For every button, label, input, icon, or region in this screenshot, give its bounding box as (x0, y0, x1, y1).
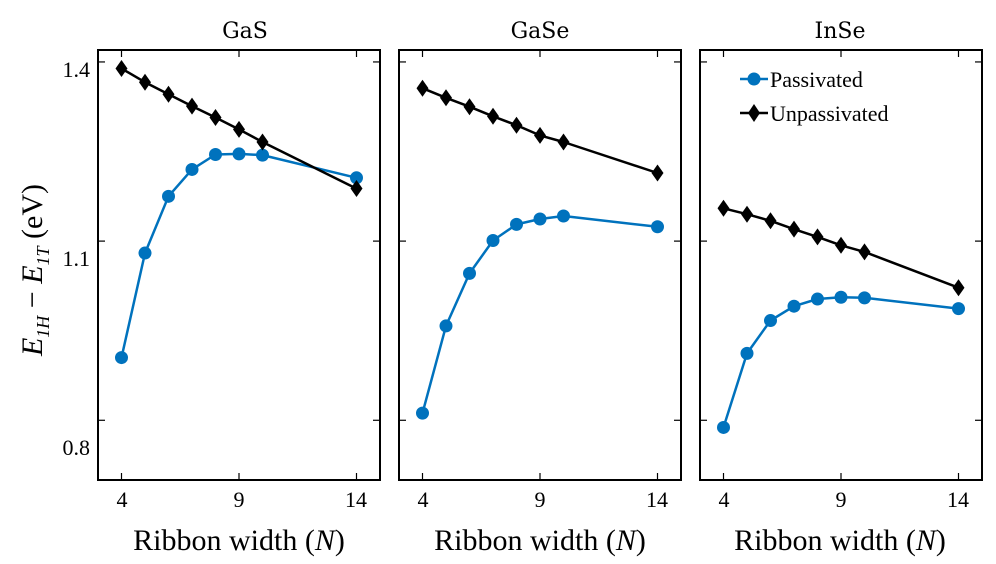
axes-box (398, 49, 682, 481)
data-point-passivated (232, 147, 246, 161)
x-tick-label: 14 (345, 487, 367, 512)
x-axis-label: Ribbon width (N) (734, 524, 946, 557)
data-point-unpassivated (209, 108, 222, 126)
legend-label-passivated: Passivated (770, 67, 863, 92)
y-tick-label: 1.1 (63, 246, 91, 271)
data-point-passivated (138, 246, 152, 260)
data-point-unpassivated (440, 89, 452, 107)
data-point-unpassivated (811, 228, 824, 246)
axes-box (97, 49, 381, 481)
data-point-passivated (952, 302, 965, 316)
data-point-passivated (858, 291, 871, 305)
axes-box (699, 49, 983, 481)
data-point-unpassivated (186, 97, 198, 115)
data-point-passivated (115, 351, 128, 365)
data-point-unpassivated (233, 120, 245, 138)
legend-label-unpassivated: Unpassivated (770, 101, 889, 126)
data-point-passivated (717, 420, 730, 434)
x-axis-label: Ribbon width (N) (133, 524, 345, 557)
data-point-passivated (463, 266, 476, 280)
data-point-unpassivated (717, 199, 730, 217)
data-point-unpassivated (952, 279, 965, 297)
y-tick-label: 1.4 (63, 57, 91, 82)
data-point-passivated (162, 189, 175, 203)
x-tick-label: 4 (719, 487, 730, 512)
panel-title: InSe (815, 19, 866, 44)
data-point-passivated (533, 212, 547, 226)
data-point-unpassivated (162, 85, 175, 103)
data-point-unpassivated (557, 133, 570, 151)
data-point-unpassivated (510, 116, 523, 134)
x-axis-label: Ribbon width (N) (434, 524, 646, 557)
legend-passivated-marker (747, 72, 761, 86)
plot-area (699, 49, 983, 481)
data-point-unpassivated (764, 212, 777, 230)
panel-gas: GaS 4 9 14 0.8 1.1 1.4 Ribbon width (N) (63, 19, 381, 557)
x-tick-label: 9 (234, 487, 245, 512)
y-tick-label: 0.8 (63, 435, 91, 460)
panel-title: GaSe (511, 19, 570, 44)
data-point-unpassivated (534, 126, 546, 144)
x-tick-labels: 4 9 14 (719, 487, 970, 512)
data-point-unpassivated (463, 98, 476, 116)
data-point-unpassivated (139, 73, 151, 91)
series-line-passivated (421, 214, 658, 414)
y-axis-label: E1H − E1T (eV) (16, 184, 53, 357)
panel-title: GaS (222, 19, 268, 44)
data-point-passivated (256, 148, 269, 162)
data-point-passivated (209, 148, 222, 162)
data-point-passivated (416, 406, 429, 420)
data-point-passivated (557, 209, 570, 223)
data-point-passivated (834, 290, 848, 304)
data-point-unpassivated (115, 60, 128, 78)
x-tick-label: 9 (836, 487, 847, 512)
x-tick-labels: 4 9 14 (418, 487, 669, 512)
data-point-unpassivated (256, 133, 269, 151)
x-tick-label: 14 (646, 487, 668, 512)
x-tick-label: 4 (117, 487, 128, 512)
panel-inse: InSe 4 9 14 Ribbon width (N) Passivated … (699, 19, 983, 557)
legend-unpassivated-marker (748, 104, 760, 122)
series-line-passivated (722, 295, 959, 428)
legend: Passivated Unpassivated (740, 67, 889, 126)
x-tick-label: 9 (535, 487, 546, 512)
data-point-passivated (787, 299, 801, 313)
data-point-passivated (185, 162, 199, 176)
data-point-passivated (740, 346, 754, 360)
plot-area (97, 49, 381, 481)
x-tick-label: 14 (947, 487, 969, 512)
x-tick-label: 4 (418, 487, 429, 512)
data-point-unpassivated (487, 107, 499, 125)
data-point-passivated (510, 217, 523, 231)
data-point-unpassivated (741, 205, 753, 223)
data-point-unpassivated (858, 243, 871, 261)
data-point-unpassivated (788, 220, 800, 238)
data-point-passivated (651, 220, 664, 234)
plot-area (398, 49, 682, 481)
y-tick-labels: 0.8 1.1 1.4 (63, 57, 91, 460)
panel-gase: GaSe 4 9 14 Ribbon width (N) (398, 19, 682, 557)
data-point-unpassivated (835, 236, 847, 254)
data-point-passivated (764, 314, 777, 328)
series-line-passivated (120, 152, 357, 358)
data-point-passivated (350, 171, 363, 185)
data-point-passivated (811, 292, 824, 306)
x-tick-labels: 4 9 14 (117, 487, 368, 512)
data-point-passivated (486, 234, 500, 248)
data-point-unpassivated (651, 164, 664, 182)
data-point-passivated (439, 319, 453, 333)
data-point-unpassivated (350, 180, 363, 198)
data-point-unpassivated (416, 79, 429, 97)
